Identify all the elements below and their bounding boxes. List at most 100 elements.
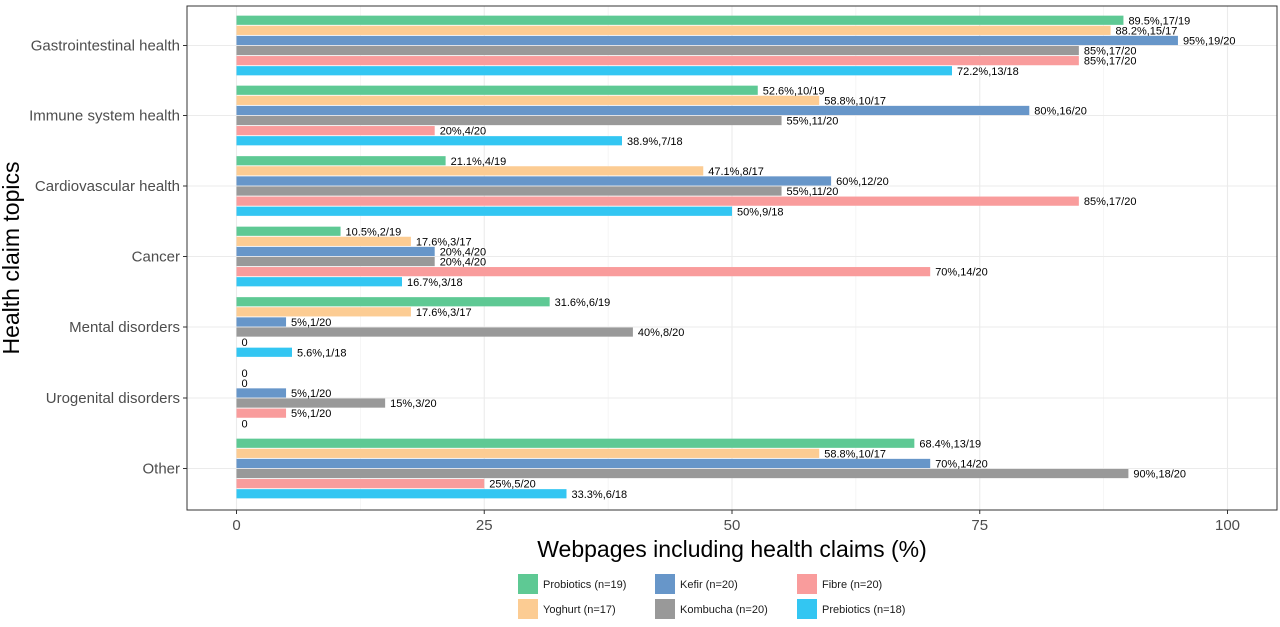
data-label: 85%,17/20 (1084, 46, 1137, 58)
y-tick-label: Immune system health (29, 108, 180, 125)
bar (236, 35, 1178, 46)
y-tick-label: Mental disorders (69, 319, 180, 336)
bar (236, 105, 1030, 116)
data-label: 21.1%,4/19 (451, 156, 507, 168)
y-tick-label: Gastrointestinal health (31, 38, 180, 55)
bar (236, 206, 732, 216)
bar (236, 297, 550, 307)
bar (236, 176, 832, 186)
data-label: 89.5%,17/19 (1128, 15, 1190, 27)
legend-label: Probiotics (n=19) (543, 579, 626, 591)
data-label: 40%,8/20 (638, 327, 684, 339)
bar (236, 56, 1079, 66)
data-label: 85%,17/20 (1084, 196, 1137, 208)
bar (236, 327, 633, 337)
bar (236, 15, 1124, 25)
bar (236, 347, 292, 357)
data-label: 38.9%,7/18 (627, 136, 683, 148)
legend-key (797, 599, 817, 619)
bar (236, 408, 287, 418)
data-label: 5%,1/20 (291, 317, 331, 329)
data-label: 68.4%,13/19 (919, 438, 981, 450)
y-axis-label: Health claim topics (0, 161, 24, 354)
bar (236, 186, 782, 196)
legend-label: Yoghurt (n=17) (543, 604, 616, 616)
bar (236, 317, 287, 327)
data-label: 52.6%,10/19 (763, 85, 825, 97)
data-label: 31.6%,6/19 (555, 297, 611, 309)
bar (236, 458, 931, 469)
bar (236, 95, 820, 105)
grid-layer (187, 6, 1277, 510)
data-label: 50%,9/18 (737, 206, 783, 218)
bar (236, 468, 1129, 479)
data-label: 85%,17/20 (1084, 56, 1137, 68)
bar (236, 256, 435, 267)
x-tick-label: 25 (476, 517, 493, 534)
bar (236, 126, 435, 136)
data-label: 20%,4/20 (440, 126, 486, 138)
data-label: 80%,16/20 (1034, 105, 1087, 117)
x-tick-label: 0 (232, 517, 240, 534)
bar (236, 166, 704, 176)
y-axis-ticks: Gastrointestinal health Immune system hea… (29, 38, 187, 478)
bar (236, 66, 953, 76)
data-label: 33.3%,6/18 (572, 489, 628, 501)
x-tick-label: 75 (971, 517, 988, 534)
bar (236, 236, 411, 246)
data-label: 17.6%,3/17 (416, 236, 472, 248)
data-label: 55%,11/20 (787, 186, 839, 198)
data-label: 5.6%,1/18 (297, 347, 347, 359)
data-label: 88.2%,15/17 (1116, 25, 1178, 37)
bar (236, 267, 931, 277)
bar (236, 489, 567, 499)
data-label: 0 (242, 368, 248, 380)
bar (236, 398, 386, 408)
data-label: 90%,18/20 (1133, 469, 1186, 481)
data-label: 70%,14/20 (935, 267, 988, 279)
bar (236, 307, 411, 317)
data-label: 25%,5/20 (489, 479, 535, 491)
data-label: 20%,4/20 (440, 257, 486, 269)
bar (236, 136, 622, 146)
data-label: 17.6%,3/17 (416, 307, 472, 319)
data-label: 58.8%,10/17 (824, 95, 886, 107)
legend-label: Prebiotics (n=18) (822, 604, 905, 616)
data-label: 72.2%,13/18 (957, 66, 1019, 78)
bar (236, 226, 341, 236)
bars-layer (236, 15, 1178, 499)
legend-key (518, 574, 538, 594)
bar (236, 448, 820, 458)
x-axis-label: Webpages including health claims (%) (537, 536, 927, 562)
data-label: 10.5%,2/19 (346, 226, 402, 238)
data-label: 16.7%,3/18 (407, 277, 463, 289)
legend-label: Kefir (n=20) (680, 579, 738, 591)
bar (236, 85, 758, 95)
bar (236, 45, 1079, 56)
legend-label: Fibre (n=20) (822, 579, 882, 591)
data-label: 20%,4/20 (440, 246, 486, 258)
bar (236, 277, 402, 287)
legend-key (797, 574, 817, 594)
y-tick-label: Cardiovascular health (35, 178, 180, 195)
x-tick-label: 100 (1215, 517, 1240, 534)
y-tick-label: Other (142, 461, 180, 478)
bar (236, 156, 446, 166)
data-label: 60%,12/20 (836, 176, 889, 188)
bar (236, 438, 915, 448)
legend-label: Kombucha (n=20) (680, 604, 768, 616)
legend-key (518, 599, 538, 619)
data-label: 0 (242, 337, 248, 349)
legend: Probiotics (n=19) Yoghurt (n=17) Kefir (n=… (518, 574, 905, 619)
y-tick-label: Cancer (132, 249, 180, 266)
x-axis-ticks: 0 25 50 75 100 (232, 510, 1240, 534)
bar (236, 115, 782, 126)
bar (236, 25, 1111, 35)
legend-key (655, 599, 675, 619)
data-label: 95%,19/20 (1183, 35, 1236, 47)
data-label: 5%,1/20 (291, 388, 331, 400)
y-tick-label: Urogenital disorders (46, 390, 180, 407)
